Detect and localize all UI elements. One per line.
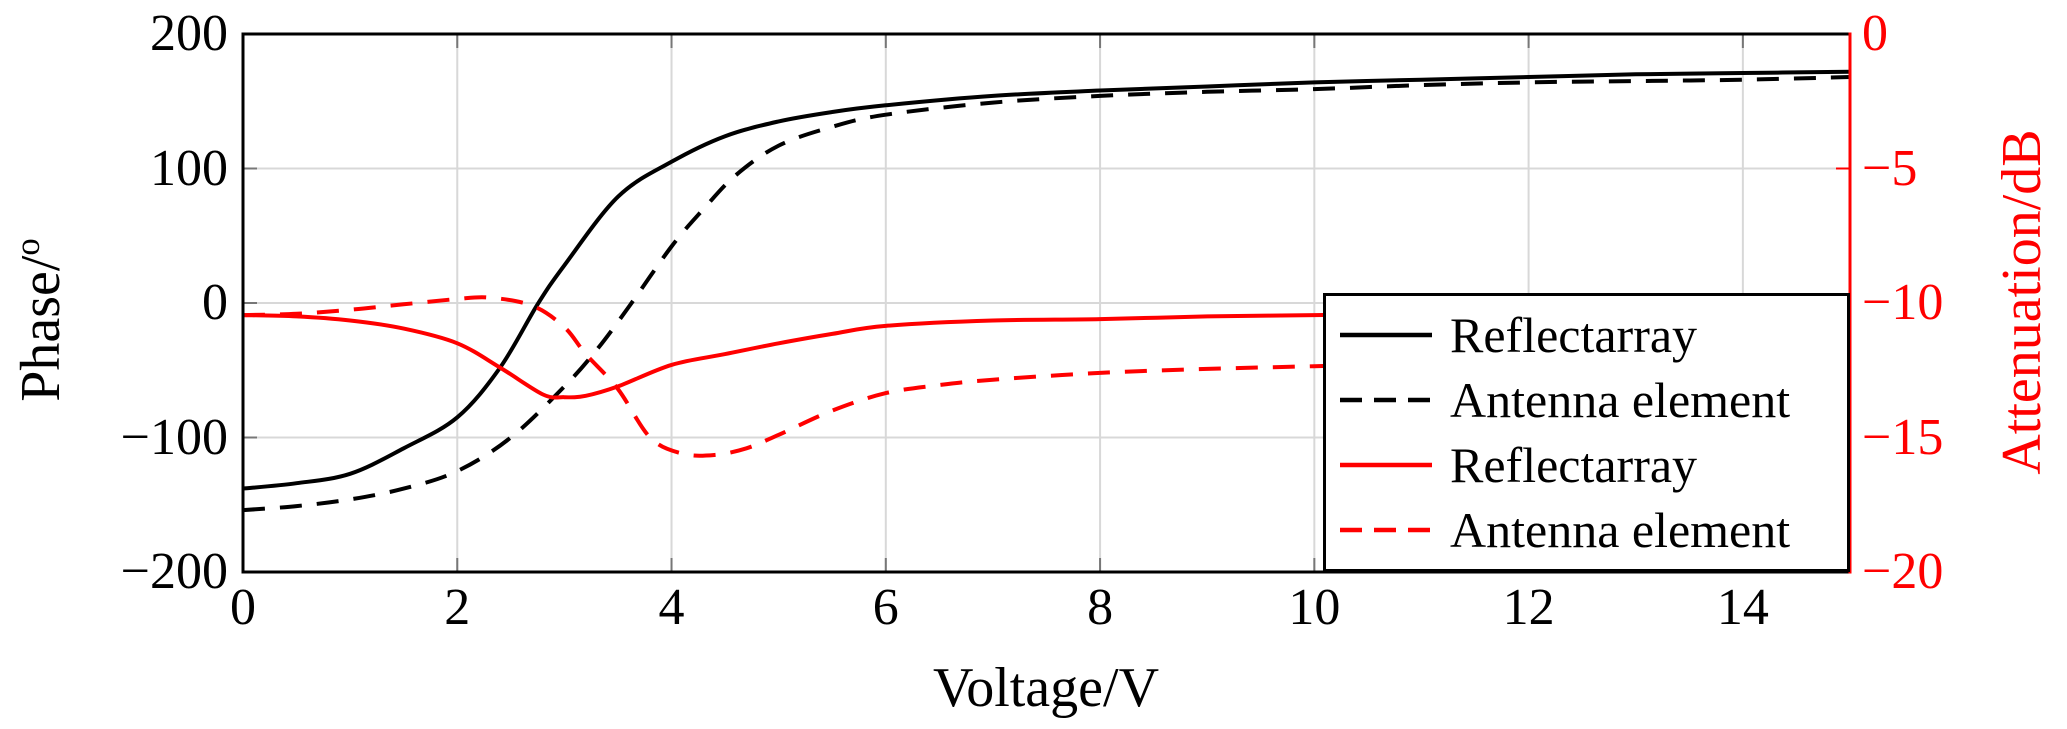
y-left-tick-label: 100 [150, 139, 228, 197]
y-right-tick-label: −20 [1862, 543, 1944, 600]
legend-label: Reflectarray [1450, 306, 1698, 363]
y-right-tick-label: −5 [1862, 139, 1918, 197]
y-right-tick-label: −15 [1862, 408, 1944, 466]
axis-frame [241, 32, 1850, 574]
series-attenuation-dashed [242, 295, 1851, 458]
legend-row: Antenna element [1340, 375, 1839, 425]
y-left-tick-label: 0 [202, 274, 228, 331]
legend-label: Antenna element [1450, 371, 1791, 428]
legend: Reflectarray Antenna element Reflectarray A… [1323, 293, 1850, 572]
x-tick-label: 12 [1502, 579, 1555, 636]
legend-line-sample [1340, 332, 1432, 337]
legend-row: Reflectarray [1340, 310, 1839, 360]
legend-label: Antenna element [1450, 502, 1791, 559]
y-left-tick-label: 200 [150, 5, 228, 62]
legend-line-sample [1340, 528, 1432, 533]
x-tick-label: 10 [1288, 579, 1341, 636]
x-tick-label: 14 [1716, 579, 1769, 636]
x-tick-label: 0 [230, 579, 256, 636]
y-axis-label-right: Attenuation/dB [1991, 129, 2053, 475]
x-tick-label: 2 [444, 579, 471, 636]
x-tick-label: 6 [872, 579, 899, 636]
legend-line-sample [1340, 462, 1432, 468]
degree-superscript: o [8, 238, 48, 256]
x-tick-label: 4 [658, 579, 685, 636]
series-phase-dashed [242, 75, 1851, 513]
legend-row: Reflectarray [1340, 440, 1839, 490]
y-right-tick-label: −10 [1862, 274, 1944, 331]
legend-row: Antenna element [1340, 505, 1839, 555]
legend-line-sample [1340, 397, 1432, 403]
legend-label: Reflectarray [1450, 437, 1698, 494]
x-axis-label: Voltage/V [932, 657, 1160, 719]
y-right-tick-label: 0 [1862, 5, 1888, 62]
series-phase-solid [242, 69, 1851, 491]
y-axis-label-left: Phase/o [8, 238, 72, 402]
y-left-tick-label: −100 [120, 408, 228, 466]
x-tick-label: 8 [1087, 579, 1114, 636]
y-left-tick-label: −200 [120, 543, 228, 600]
y-axis-label-left-text: Phase/ [9, 255, 72, 402]
